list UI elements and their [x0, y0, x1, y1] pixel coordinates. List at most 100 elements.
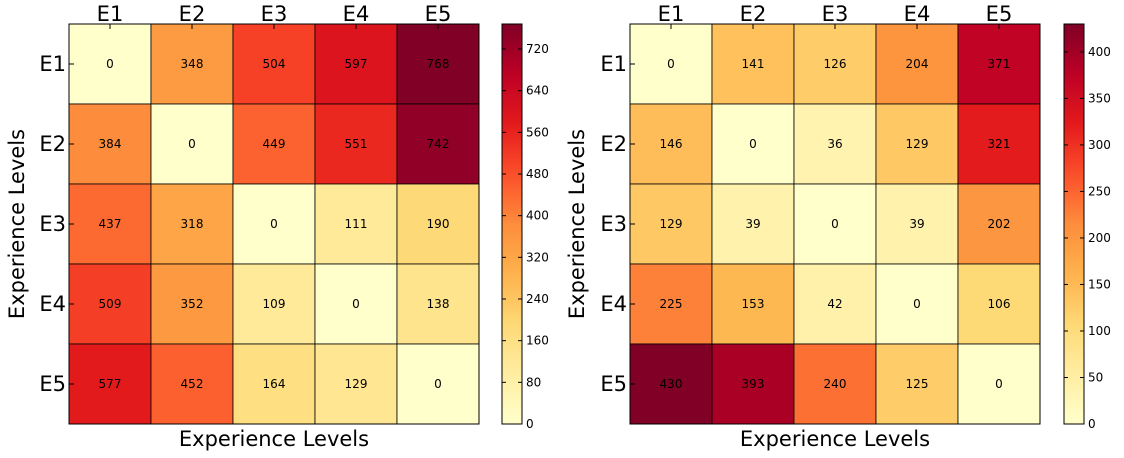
cell-value-label: 0 [270, 217, 278, 231]
colorbar-tick-label: 300 [1088, 138, 1111, 152]
cell-value-label: 452 [181, 377, 204, 391]
cell-value-label: 509 [99, 297, 122, 311]
cell-value-label: 153 [742, 297, 765, 311]
cell-value-label: 768 [427, 57, 450, 71]
heatmap-cell [396, 343, 480, 425]
y-axis-label: Experience Levels [5, 129, 29, 319]
cell-value-label: 0 [188, 137, 196, 151]
x-tick-label: E2 [179, 2, 206, 26]
y-tick-label: E2 [600, 132, 627, 156]
heatmap-cell [150, 23, 234, 105]
heatmap-cell [150, 263, 234, 345]
colorbar-tick-label: 560 [526, 125, 549, 139]
cell-value-label: 39 [909, 217, 924, 231]
cell-value-label: 146 [660, 137, 683, 151]
cell-value-label: 240 [824, 377, 847, 391]
cell-value-label: 141 [742, 57, 765, 71]
heatmap-cell [711, 183, 795, 265]
cell-value-label: 437 [99, 217, 122, 231]
cell-value-label: 393 [742, 377, 765, 391]
colorbar-tick-label: 160 [526, 334, 549, 348]
x-tick-label: E5 [425, 2, 452, 26]
heatmap-cell [396, 263, 480, 345]
cell-value-label: 0 [106, 57, 114, 71]
heatmap-cell [875, 23, 959, 105]
colorbar [501, 23, 523, 425]
y-tick-label: E3 [39, 212, 66, 236]
cell-value-label: 129 [660, 217, 683, 231]
heatmap-cell [68, 103, 152, 185]
cell-value-label: 0 [749, 137, 757, 151]
cell-value-label: 42 [827, 297, 842, 311]
x-tick-label: E4 [904, 2, 931, 26]
y-tick-label: E1 [600, 52, 627, 76]
colorbar-tick-label: 50 [1088, 370, 1103, 384]
colorbar-tick-label: 0 [1088, 417, 1096, 431]
heatmap-cell [150, 183, 234, 265]
heatmap-cell [68, 23, 152, 105]
cell-value-label: 0 [667, 57, 675, 71]
x-tick-label: E2 [740, 2, 767, 26]
cell-value-label: 109 [263, 297, 286, 311]
colorbar-tick-label: 250 [1088, 184, 1111, 198]
x-tick-label: E3 [261, 2, 288, 26]
cell-value-label: 0 [352, 297, 360, 311]
colorbar-tick-label: 640 [526, 84, 549, 98]
colorbar-tick-label: 200 [1088, 231, 1111, 245]
heatmap-cell [150, 343, 234, 425]
cell-value-label: 384 [99, 137, 122, 151]
heatmap-cell [68, 343, 152, 425]
y-tick-label: E5 [39, 372, 66, 396]
heatmap-cell [875, 343, 959, 425]
colorbar-tick-label: 0 [526, 417, 534, 431]
heatmap-cell [232, 103, 316, 185]
cell-value-label: 204 [906, 57, 929, 71]
heatmap-cell [232, 263, 316, 345]
cell-value-label: 125 [906, 377, 929, 391]
cell-value-label: 164 [263, 377, 286, 391]
cell-value-label: 39 [745, 217, 760, 231]
x-tick-label: E1 [658, 2, 685, 26]
cell-value-label: 430 [660, 377, 683, 391]
heatmap-cell [629, 343, 713, 425]
colorbar-tick-label: 320 [526, 250, 549, 264]
heatmap-cell [793, 343, 877, 425]
heatmap-panel-left: 0 348 504 597 768 384 0 449 551 742 437 318 0 111 190 5… [5, 2, 549, 451]
colorbar [1063, 23, 1085, 425]
x-tick-label: E4 [343, 2, 370, 26]
colorbar-tick-label: 480 [526, 167, 549, 181]
cell-value-label: 0 [913, 297, 921, 311]
x-axis-label: Experience Levels [179, 427, 369, 451]
colorbar-tick-label: 400 [526, 209, 549, 223]
cell-value-label: 129 [906, 137, 929, 151]
cell-value-label: 0 [831, 217, 839, 231]
colorbar-tick-label: 720 [526, 42, 549, 56]
cell-value-label: 190 [427, 217, 450, 231]
cell-value-label: 352 [181, 297, 204, 311]
cell-value-label: 129 [345, 377, 368, 391]
heatmap-cell [875, 263, 959, 345]
cell-value-label: 0 [434, 377, 442, 391]
cell-value-label: 36 [827, 137, 842, 151]
y-tick-label: E4 [600, 292, 627, 316]
cell-value-label: 504 [263, 57, 286, 71]
y-tick-label: E2 [39, 132, 66, 156]
heatmap-cell [629, 263, 713, 345]
cell-value-label: 321 [988, 137, 1011, 151]
colorbar-tick-label: 350 [1088, 91, 1111, 105]
y-axis-label: Experience Levels [565, 129, 589, 319]
heatmap-cell [232, 343, 316, 425]
heatmap-cell [957, 23, 1041, 105]
heatmap-cell [396, 183, 480, 265]
heatmap-cell [629, 103, 713, 185]
cell-value-label: 348 [181, 57, 204, 71]
cell-value-label: 0 [995, 377, 1003, 391]
y-tick-label: E1 [39, 52, 66, 76]
colorbar-tick-label: 240 [526, 292, 549, 306]
heatmap-cell [957, 263, 1041, 345]
y-tick-label: E3 [600, 212, 627, 236]
cell-value-label: 111 [345, 217, 368, 231]
heatmap-cell [314, 183, 398, 265]
cell-value-label: 225 [660, 297, 683, 311]
y-tick-label: E4 [39, 292, 66, 316]
